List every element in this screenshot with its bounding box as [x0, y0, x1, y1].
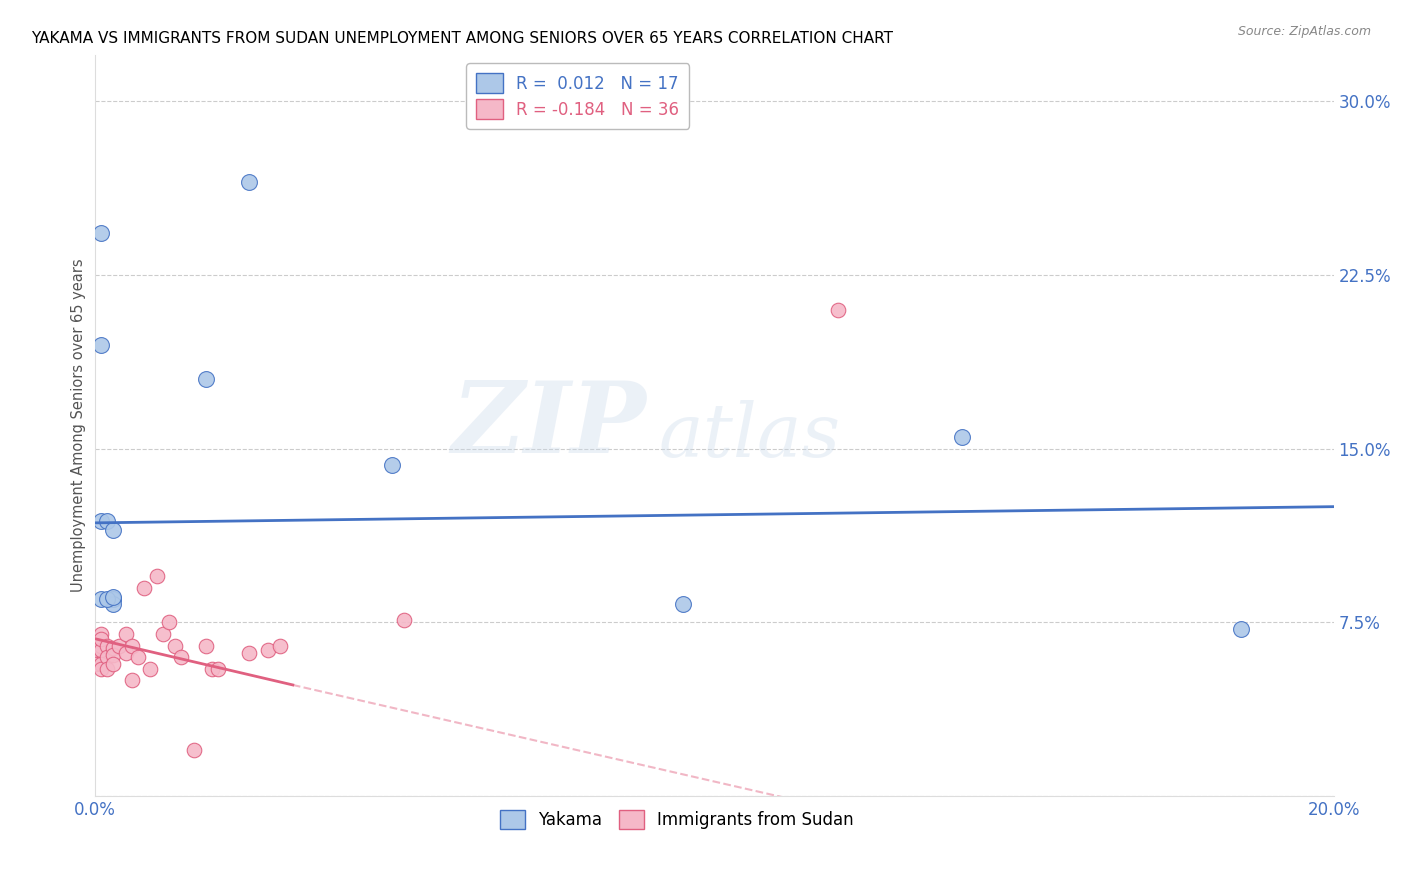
- Point: [121, 639, 143, 653]
- Point: [950, 430, 973, 444]
- Point: [672, 597, 695, 611]
- Point: [101, 523, 124, 537]
- Point: [238, 646, 260, 660]
- Y-axis label: Unemployment Among Seniors over 65 years: Unemployment Among Seniors over 65 years: [72, 259, 86, 592]
- Point: [139, 662, 162, 676]
- Point: [96, 662, 118, 676]
- Legend: Yakama, Immigrants from Sudan: Yakama, Immigrants from Sudan: [494, 804, 860, 836]
- Point: [83, 657, 105, 672]
- Point: [121, 673, 143, 688]
- Point: [101, 648, 124, 662]
- Point: [207, 662, 229, 676]
- Point: [827, 302, 849, 317]
- Point: [90, 514, 112, 528]
- Point: [238, 176, 260, 190]
- Point: [101, 640, 124, 655]
- Point: [90, 627, 112, 641]
- Point: [96, 514, 118, 528]
- Point: [90, 657, 112, 672]
- Point: [1229, 623, 1251, 637]
- Point: [170, 650, 193, 665]
- Point: [101, 590, 124, 604]
- Text: YAKAMA VS IMMIGRANTS FROM SUDAN UNEMPLOYMENT AMONG SENIORS OVER 65 YEARS CORRELA: YAKAMA VS IMMIGRANTS FROM SUDAN UNEMPLOY…: [31, 31, 893, 46]
- Point: [83, 643, 105, 657]
- Point: [108, 639, 131, 653]
- Point: [165, 639, 187, 653]
- Point: [269, 639, 291, 653]
- Point: [201, 662, 224, 676]
- Point: [134, 581, 156, 595]
- Point: [101, 597, 124, 611]
- Point: [183, 743, 205, 757]
- Text: Source: ZipAtlas.com: Source: ZipAtlas.com: [1237, 25, 1371, 38]
- Point: [257, 643, 280, 657]
- Point: [96, 592, 118, 607]
- Point: [90, 662, 112, 676]
- Point: [90, 227, 112, 241]
- Point: [394, 613, 416, 627]
- Point: [127, 650, 149, 665]
- Point: [195, 639, 218, 653]
- Point: [101, 592, 124, 607]
- Point: [90, 643, 112, 657]
- Point: [96, 650, 118, 665]
- Point: [90, 592, 112, 607]
- Point: [90, 337, 112, 351]
- Point: [90, 632, 112, 646]
- Point: [96, 639, 118, 653]
- Point: [195, 372, 218, 386]
- Point: [90, 639, 112, 653]
- Point: [145, 569, 167, 583]
- Point: [381, 458, 404, 472]
- Point: [157, 615, 180, 630]
- Point: [101, 657, 124, 672]
- Text: ZIP: ZIP: [451, 377, 645, 474]
- Point: [101, 592, 124, 607]
- Point: [114, 627, 136, 641]
- Point: [114, 646, 136, 660]
- Text: atlas: atlas: [658, 401, 841, 473]
- Point: [152, 627, 174, 641]
